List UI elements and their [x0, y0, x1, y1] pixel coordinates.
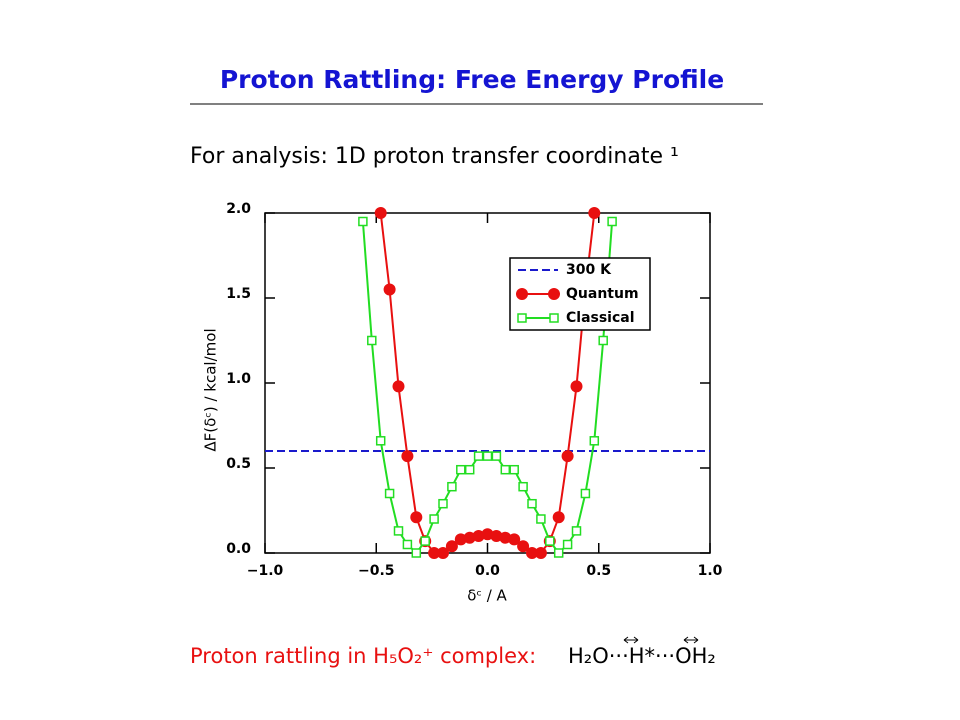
legend-marker	[548, 288, 560, 300]
slide-title: Proton Rattling: Free Energy Profile	[220, 65, 724, 94]
point	[580, 488, 591, 499]
point	[517, 540, 530, 553]
point	[482, 451, 493, 461]
point	[358, 216, 368, 227]
point	[374, 207, 387, 219]
point	[375, 436, 386, 446]
point	[420, 536, 430, 546]
point	[508, 533, 521, 546]
point	[402, 539, 413, 550]
legend-marker	[516, 288, 528, 300]
point	[490, 530, 503, 542]
y-tick-label: 0.0	[226, 541, 251, 557]
point	[393, 526, 404, 536]
legend-label: Classical	[566, 310, 635, 326]
formula: H₂O···H*···OH₂	[568, 644, 716, 668]
exchange-arrow	[623, 636, 639, 644]
x-tick-label: −0.5	[358, 563, 395, 579]
point	[553, 548, 564, 558]
point	[473, 451, 484, 461]
x-tick-label: 1.0	[698, 563, 723, 579]
point	[429, 514, 439, 524]
point	[561, 450, 574, 463]
point	[437, 547, 449, 559]
legend-marker	[517, 313, 527, 323]
point	[438, 498, 448, 509]
point	[447, 481, 457, 492]
point	[534, 547, 547, 559]
point	[392, 380, 405, 393]
point	[598, 335, 608, 346]
point	[518, 481, 528, 492]
point	[383, 283, 396, 296]
point	[411, 548, 422, 558]
caption: Proton rattling in H₅O₂⁺ complex:	[190, 644, 536, 668]
legend-marker	[549, 313, 559, 323]
point	[491, 451, 502, 461]
point	[588, 207, 601, 219]
point	[499, 531, 512, 544]
y-tick-label: 1.5	[226, 286, 251, 302]
point	[367, 335, 377, 346]
exchange-arrow	[683, 636, 699, 644]
point	[545, 536, 555, 546]
point	[456, 464, 466, 475]
y-tick-label: 1.0	[226, 371, 251, 387]
point	[552, 511, 565, 524]
point	[384, 488, 395, 499]
y-tick-label: 2.0	[226, 201, 251, 217]
point	[509, 464, 519, 475]
point	[428, 547, 441, 559]
y-axis-label: ΔF(δᶜ) / kcal/mol	[202, 328, 220, 451]
point	[527, 498, 537, 509]
x-tick-label: 0.5	[586, 563, 611, 579]
point	[607, 216, 617, 227]
point	[401, 450, 414, 463]
subtitle: For analysis: 1D proton transfer coordin…	[190, 144, 679, 169]
point	[536, 514, 546, 524]
x-tick-label: −1.0	[247, 563, 284, 579]
point	[410, 511, 423, 524]
point	[562, 539, 573, 550]
point	[463, 531, 476, 544]
point	[445, 540, 458, 553]
point	[526, 547, 538, 559]
point	[500, 464, 511, 475]
y-tick-label: 0.5	[226, 456, 251, 472]
point	[454, 533, 467, 546]
point	[571, 526, 582, 536]
x-tick-label: 0.0	[475, 563, 500, 579]
legend-label: 300 K	[566, 262, 612, 278]
x-axis-label: δᶜ / A	[467, 587, 507, 605]
point	[570, 380, 583, 393]
point	[472, 530, 485, 542]
legend-label: Quantum	[566, 286, 639, 302]
point	[464, 464, 475, 475]
point	[589, 436, 600, 446]
point	[481, 528, 494, 541]
